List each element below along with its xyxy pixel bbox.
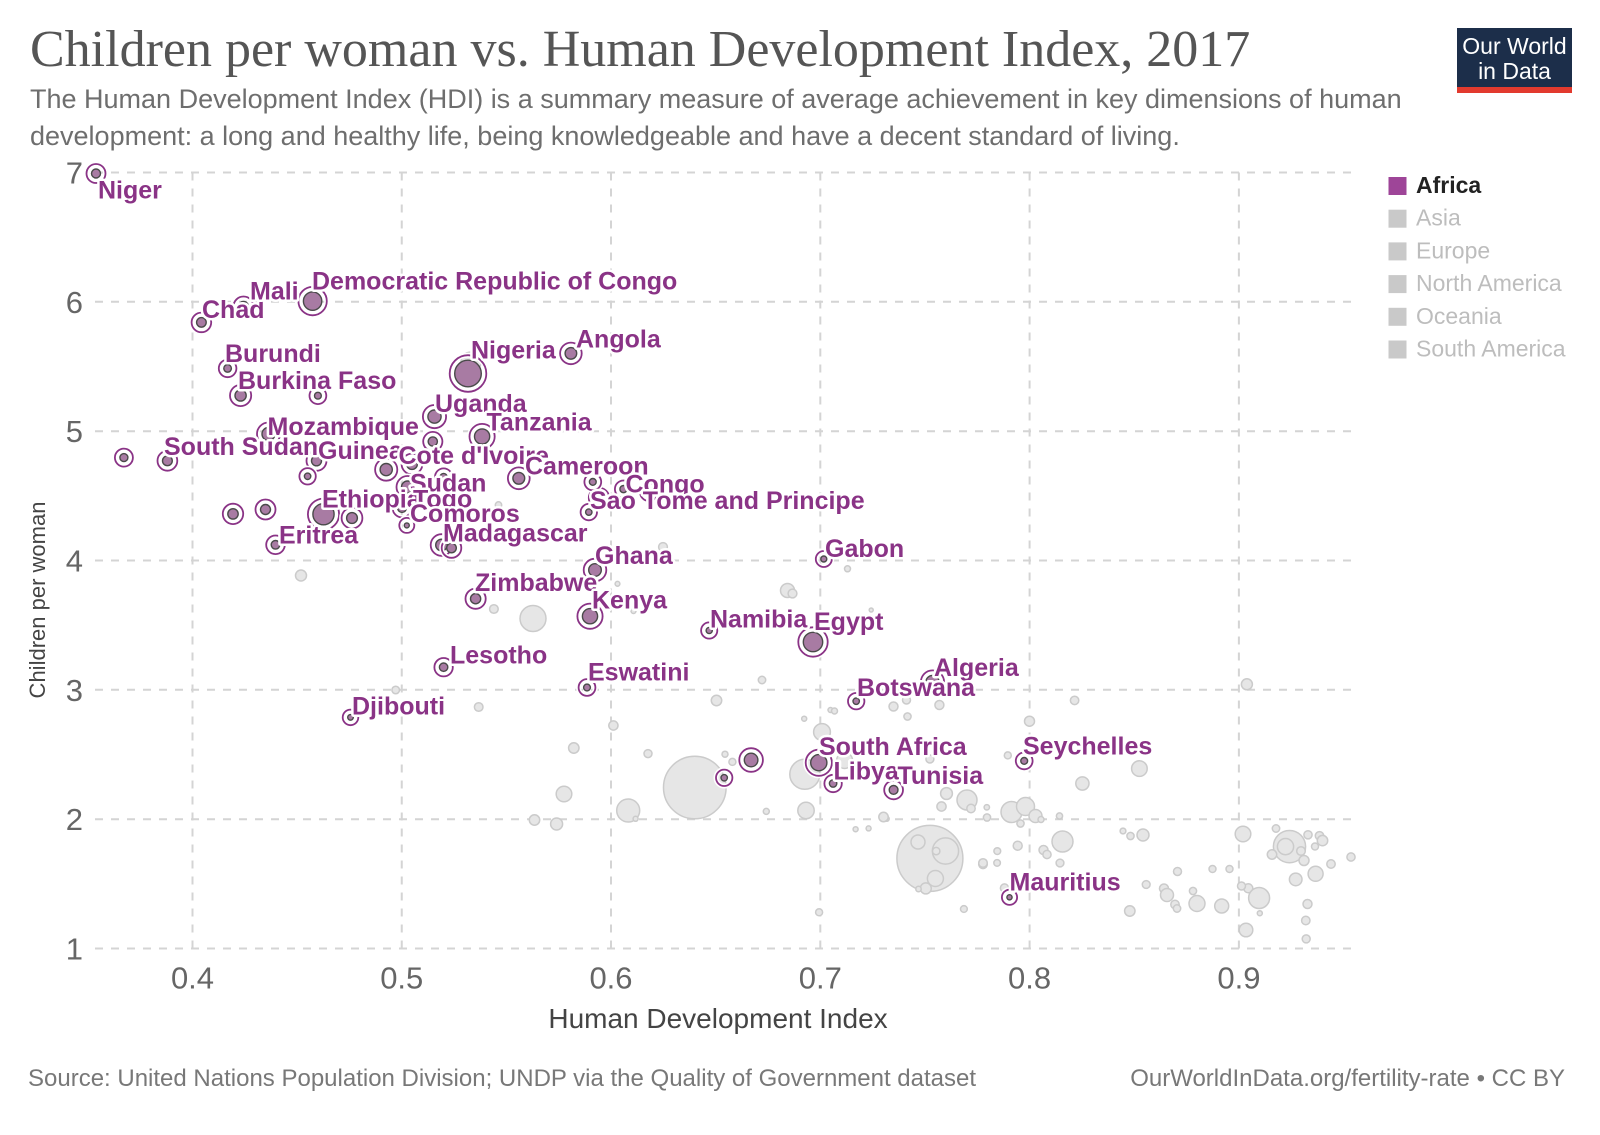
svg-text:Kenya: Kenya — [592, 587, 668, 615]
svg-text:Zimbabwe: Zimbabwe — [475, 569, 597, 597]
svg-text:Madagascar: Madagascar — [443, 520, 588, 548]
svg-text:Burkina Faso: Burkina Faso — [238, 367, 396, 395]
svg-text:Comoros: Comoros — [410, 500, 520, 528]
svg-text:Algeria: Algeria — [934, 654, 1020, 682]
svg-text:Seychelles: Seychelles — [1023, 733, 1152, 761]
svg-text:Djibouti: Djibouti — [352, 693, 445, 721]
svg-text:Lesotho: Lesotho — [450, 642, 547, 670]
svg-text:0.8: 0.8 — [1008, 961, 1051, 996]
svg-text:0.6: 0.6 — [589, 961, 632, 996]
svg-text:South America: South America — [1416, 336, 1566, 362]
svg-text:Tanzania: Tanzania — [487, 409, 593, 437]
svg-text:Burundi: Burundi — [225, 340, 321, 368]
svg-text:Sudan: Sudan — [410, 470, 486, 498]
svg-text:Asia: Asia — [1416, 205, 1461, 231]
svg-text:Human Development Index: Human Development Index — [548, 1003, 887, 1034]
svg-text:0.5: 0.5 — [380, 961, 423, 996]
svg-text:Libya: Libya — [834, 758, 900, 786]
svg-text:Cote d'Ivoire: Cote d'Ivoire — [399, 442, 550, 470]
svg-text:Ghana: Ghana — [595, 542, 674, 570]
svg-text:Uganda: Uganda — [435, 390, 528, 418]
svg-text:5: 5 — [66, 414, 83, 449]
svg-text:Sao Tome and Principe: Sao Tome and Principe — [590, 487, 865, 515]
svg-text:Gabon: Gabon — [825, 535, 904, 563]
svg-text:Botswana: Botswana — [857, 674, 976, 702]
svg-text:Children per woman: Children per woman — [25, 502, 50, 699]
svg-text:2: 2 — [66, 802, 83, 837]
svg-text:Namibia: Namibia — [710, 606, 808, 634]
svg-text:Cameroon: Cameroon — [525, 453, 649, 481]
svg-text:Tunisia: Tunisia — [898, 762, 985, 790]
svg-text:Angola: Angola — [576, 326, 662, 354]
svg-text:North America: North America — [1416, 270, 1562, 296]
svg-text:6: 6 — [66, 285, 83, 320]
svg-text:Europe: Europe — [1416, 237, 1490, 263]
svg-text:Eswatini: Eswatini — [588, 659, 689, 687]
svg-text:0.4: 0.4 — [171, 961, 214, 996]
svg-text:Niger: Niger — [98, 177, 162, 205]
svg-text:Eritrea: Eritrea — [279, 522, 359, 550]
svg-text:Oceania: Oceania — [1416, 303, 1502, 329]
svg-text:0.9: 0.9 — [1217, 961, 1260, 996]
svg-text:South Africa: South Africa — [819, 733, 968, 761]
svg-text:3: 3 — [66, 673, 83, 708]
svg-text:Mauritius: Mauritius — [1010, 869, 1121, 897]
svg-text:Guinea: Guinea — [318, 437, 404, 465]
svg-text:South Sudan: South Sudan — [164, 433, 318, 461]
svg-text:Chad: Chad — [202, 296, 265, 324]
svg-text:Congo: Congo — [626, 471, 705, 499]
svg-text:1: 1 — [66, 932, 83, 967]
svg-text:Africa: Africa — [1416, 172, 1481, 198]
svg-text:Mali: Mali — [250, 278, 299, 306]
svg-text:Nigeria: Nigeria — [471, 337, 557, 365]
svg-text:Togo: Togo — [413, 486, 472, 514]
svg-text:0.7: 0.7 — [799, 961, 842, 996]
svg-text:Mozambique: Mozambique — [268, 413, 419, 441]
svg-text:4: 4 — [66, 544, 83, 579]
svg-text:Democratic Republic of Congo: Democratic Republic of Congo — [312, 268, 677, 296]
svg-text:Ethiopia: Ethiopia — [322, 486, 422, 514]
svg-text:7: 7 — [66, 156, 83, 191]
svg-text:Egypt: Egypt — [814, 608, 884, 636]
